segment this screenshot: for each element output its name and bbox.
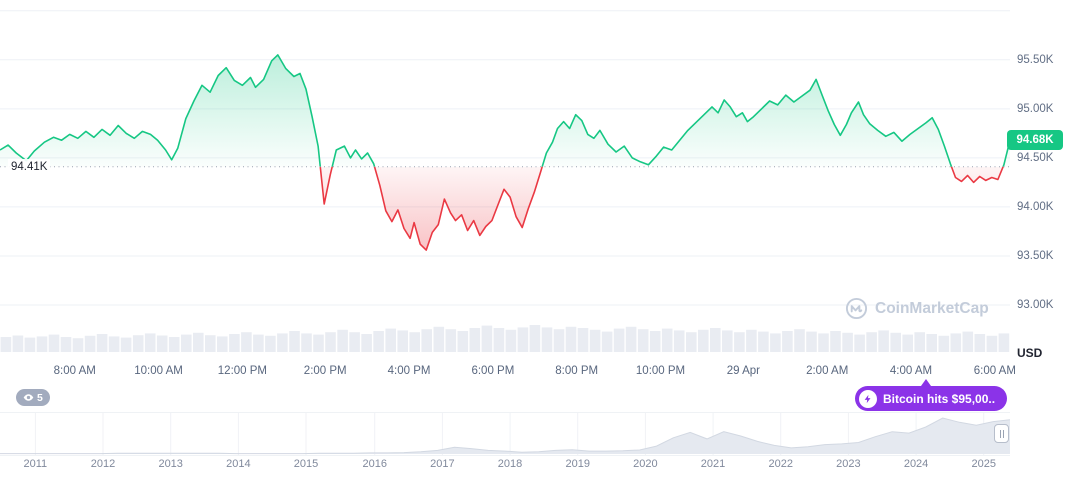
- year-label: 2024: [903, 458, 929, 470]
- timeline-brush[interactable]: [0, 412, 1010, 456]
- time-tick-label: 8:00 PM: [555, 365, 599, 377]
- timeline-minimap-svg[interactable]: [0, 413, 1010, 455]
- price-chart[interactable]: 94.41K CoinMarketCap: [0, 0, 1010, 355]
- news-alert-pill[interactable]: Bitcoin hits $95,00...: [855, 386, 1007, 411]
- price-tick-label: 93.50K: [1017, 249, 1054, 262]
- price-chart-svg[interactable]: [0, 0, 1010, 355]
- brush-handle[interactable]: [994, 424, 1009, 443]
- watchers-count: 5: [37, 391, 43, 404]
- baseline-price-label: 94.41K: [8, 158, 51, 175]
- time-tick-label: 10:00 PM: [635, 365, 686, 377]
- eye-icon: [23, 392, 34, 403]
- currency-label: USD: [1017, 346, 1043, 360]
- time-tick-label: 6:00 AM: [973, 365, 1016, 377]
- time-tick-label: 29 Apr: [726, 365, 760, 377]
- time-tick-label: 4:00 AM: [889, 365, 933, 377]
- year-label: 2018: [497, 458, 523, 470]
- watermark-text: CoinMarketCap: [875, 299, 989, 317]
- news-alert-text: Bitcoin hits $95,00...: [883, 391, 995, 406]
- time-tick-label: 8:00 AM: [53, 365, 96, 377]
- year-label: 2014: [226, 458, 251, 470]
- coinmarketcap-logo-icon: [845, 297, 868, 320]
- time-tick-label: 10:00 AM: [134, 365, 183, 377]
- year-label: 2021: [700, 458, 726, 470]
- price-tick-label: 93.00K: [1017, 298, 1054, 311]
- price-axis: USD 95.50K 95.00K 94.50K 94.00K 93.50K 93.00K: [1010, 0, 1072, 360]
- year-label: 2013: [158, 458, 183, 470]
- time-axis: 8:00 AM 10:00 AM 12:00 PM 2:00 PM 4:00 PM 6:0…: [0, 361, 1016, 381]
- year-label: 2022: [768, 458, 793, 470]
- coinmarketcap-watermark: CoinMarketCap: [845, 297, 989, 320]
- time-tick-label: 4:00 PM: [387, 365, 431, 377]
- year-label: 2015: [293, 458, 319, 470]
- time-tick-label: 6:00 PM: [471, 365, 515, 377]
- current-price-badge: 94.68K: [1007, 130, 1063, 151]
- lightning-icon: [859, 389, 877, 408]
- time-tick-label: 2:00 AM: [806, 365, 849, 377]
- time-tick-label: 2:00 PM: [303, 365, 347, 377]
- price-tick-label: 94.00K: [1017, 200, 1054, 213]
- price-tick-label: 95.00K: [1017, 102, 1054, 115]
- year-label: 2011: [23, 458, 48, 470]
- timeline-years: 2011 2012 2013 2014 2015 2016 2017 2018 2019 2020…: [0, 458, 1010, 474]
- year-label: 2016: [362, 458, 387, 470]
- year-label: 2020: [633, 458, 658, 470]
- year-label: 2012: [90, 458, 116, 470]
- year-label: 2023: [836, 458, 861, 470]
- year-label: 2017: [430, 458, 455, 470]
- price-tick-label: 94.50K: [1017, 151, 1054, 164]
- time-tick-label: 12:00 PM: [217, 365, 268, 377]
- year-label: 2025: [971, 458, 996, 470]
- news-alert-pointer: [921, 379, 931, 386]
- price-tick-label: 95.50K: [1017, 53, 1054, 66]
- watchers-badge: 5: [16, 389, 50, 406]
- year-label: 2019: [565, 458, 590, 470]
